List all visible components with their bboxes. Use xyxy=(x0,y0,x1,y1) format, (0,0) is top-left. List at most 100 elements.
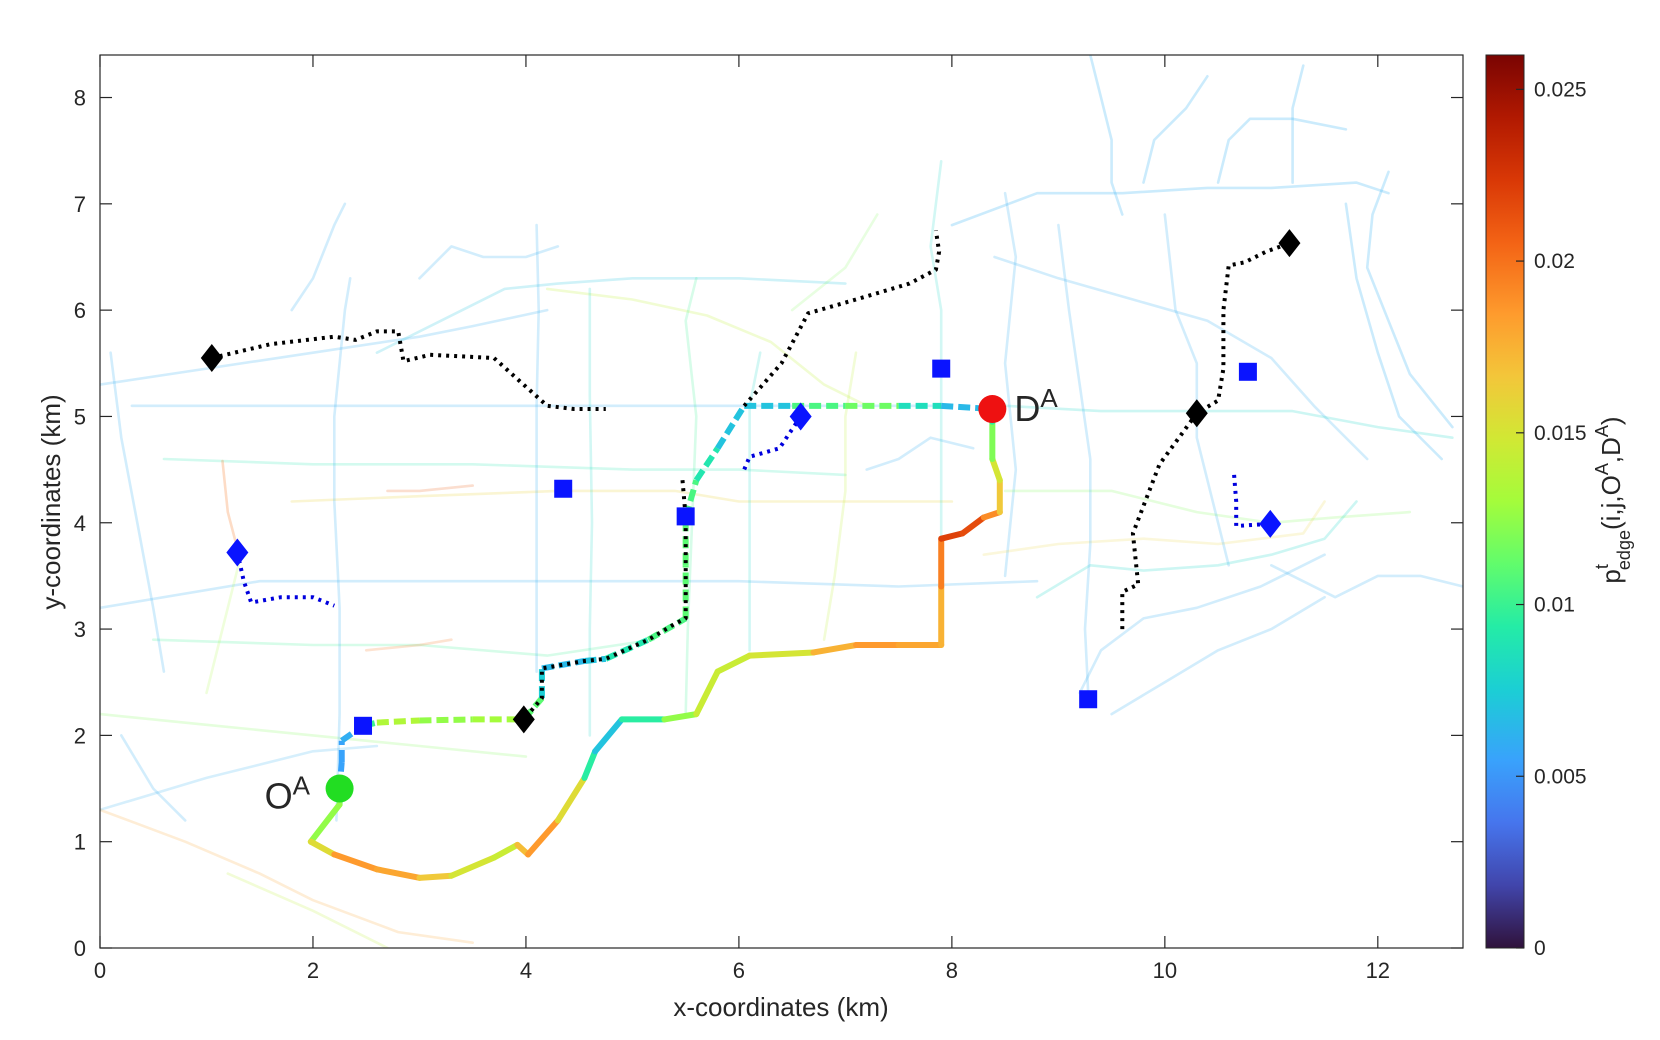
road-segment xyxy=(100,808,474,944)
road-segment xyxy=(993,255,1369,461)
y-tick-label: 6 xyxy=(74,298,86,323)
road-segment xyxy=(100,744,379,812)
markers xyxy=(200,229,1301,803)
road-segment xyxy=(1003,404,1454,439)
x-tick-label: 2 xyxy=(307,958,319,983)
blue-square-marker xyxy=(1238,362,1257,381)
black-diamond-marker xyxy=(1278,229,1301,258)
route-solid-segment xyxy=(714,652,753,675)
colorbar-label-sub: edge xyxy=(1614,530,1634,570)
y-tick-label: 0 xyxy=(74,936,86,961)
colorbar-tick-label: 0.015 xyxy=(1534,422,1587,445)
road-segment xyxy=(865,436,975,471)
origin-label-main: O xyxy=(265,776,293,817)
road-segment xyxy=(1216,117,1348,184)
black-diamond-marker xyxy=(1185,399,1208,428)
black-dotted-path xyxy=(742,230,942,408)
x-tick-label: 8 xyxy=(946,958,958,983)
road-segment xyxy=(1003,489,1412,525)
x-axis-ticks: 0 2 4 6 8 10 12 xyxy=(94,55,1390,983)
black-dotted-path xyxy=(522,480,688,721)
road-segment xyxy=(1365,170,1454,429)
route-solid-segment xyxy=(989,455,1003,484)
route-dashed-segment xyxy=(541,658,586,672)
blue-square-marker xyxy=(554,479,573,498)
road-segment xyxy=(748,351,762,652)
road-segment xyxy=(109,351,166,673)
road-segment xyxy=(290,202,347,312)
blue-square-marker xyxy=(676,507,695,526)
origin-label: OA xyxy=(265,771,311,817)
road-segment xyxy=(1089,55,1124,216)
road-segment xyxy=(226,872,389,948)
road-segment xyxy=(1003,191,1018,578)
y-tick-label: 1 xyxy=(74,830,86,855)
road-segment xyxy=(205,564,240,695)
colorbar-label-end: ) xyxy=(1596,416,1626,425)
probability-routes xyxy=(307,402,1003,881)
x-tick-label: 6 xyxy=(733,958,745,983)
route-solid-segment xyxy=(592,716,625,755)
y-axis-ticks: 0 1 2 3 4 5 6 7 8 xyxy=(74,86,1463,961)
road-segment xyxy=(1057,223,1092,695)
blue-dotted-path xyxy=(235,552,336,608)
road-segment xyxy=(1270,564,1463,599)
black-diamond-marker xyxy=(200,343,223,372)
plot-frame xyxy=(99,54,1464,949)
colorbar-tick-label: 0.025 xyxy=(1534,78,1587,101)
road-network xyxy=(100,55,1463,948)
route-solid-segment xyxy=(959,514,987,537)
road-segment xyxy=(1142,75,1209,184)
road-segment xyxy=(100,308,549,386)
route-dashed-segment xyxy=(693,446,721,482)
blue-diamond-marker xyxy=(226,538,249,567)
road-segment xyxy=(290,489,954,503)
destination-label: DA xyxy=(1014,383,1058,429)
blue-diamond-marker xyxy=(1259,509,1282,538)
road-segment xyxy=(100,712,528,758)
route-solid-segment xyxy=(581,748,599,781)
colorbar-tick-label: 0.01 xyxy=(1534,594,1575,617)
route-dashed-segment xyxy=(584,655,607,664)
road-segment xyxy=(790,213,879,312)
colorbar-label-sup3: A xyxy=(1592,425,1612,437)
destination-marker xyxy=(978,395,1007,424)
y-tick-label: 2 xyxy=(74,723,86,748)
x-axis-label: x-coordinates (km) xyxy=(673,992,888,1022)
route-solid-segment xyxy=(448,854,497,879)
route-solid-segment xyxy=(490,841,521,861)
route-solid-segment xyxy=(661,711,700,723)
colorbar-label-main: p xyxy=(1596,569,1626,583)
route-dashed-segment xyxy=(604,636,650,662)
road-segment xyxy=(545,287,868,408)
route-dashed-segment xyxy=(715,404,747,450)
route-solid-segment xyxy=(331,851,380,873)
route-solid-segment xyxy=(373,866,423,881)
road-segment xyxy=(375,277,847,354)
dotted-paths xyxy=(211,230,1291,721)
colorbar-tick-label: 0.005 xyxy=(1534,765,1587,788)
blue-diamond-marker xyxy=(789,402,812,431)
route-solid-segment xyxy=(307,801,343,845)
black-diamond-marker xyxy=(512,705,535,734)
road-segment xyxy=(221,459,240,554)
destination-label-main: D xyxy=(1014,388,1040,429)
route-dashed-segment xyxy=(419,716,473,724)
route-solid-segment xyxy=(746,649,817,659)
y-tick-label: 5 xyxy=(74,404,86,429)
road-segment xyxy=(1291,64,1305,184)
colorbar-tick-label: 0 xyxy=(1534,937,1546,960)
y-tick-label: 7 xyxy=(74,192,86,217)
road-segment xyxy=(1078,553,1326,695)
x-tick-label: 10 xyxy=(1153,958,1177,983)
colorbar-label-mid: ,D xyxy=(1596,437,1626,463)
y-tick-label: 8 xyxy=(74,86,86,111)
origin-label-sup: A xyxy=(293,771,311,801)
road-segment xyxy=(100,579,1039,610)
road-segment xyxy=(1035,500,1358,599)
route-solid-segment xyxy=(693,668,721,718)
x-tick-label: 12 xyxy=(1366,958,1390,983)
colorbar-label: pt edge(i,j,OA,DA) xyxy=(1592,416,1634,583)
